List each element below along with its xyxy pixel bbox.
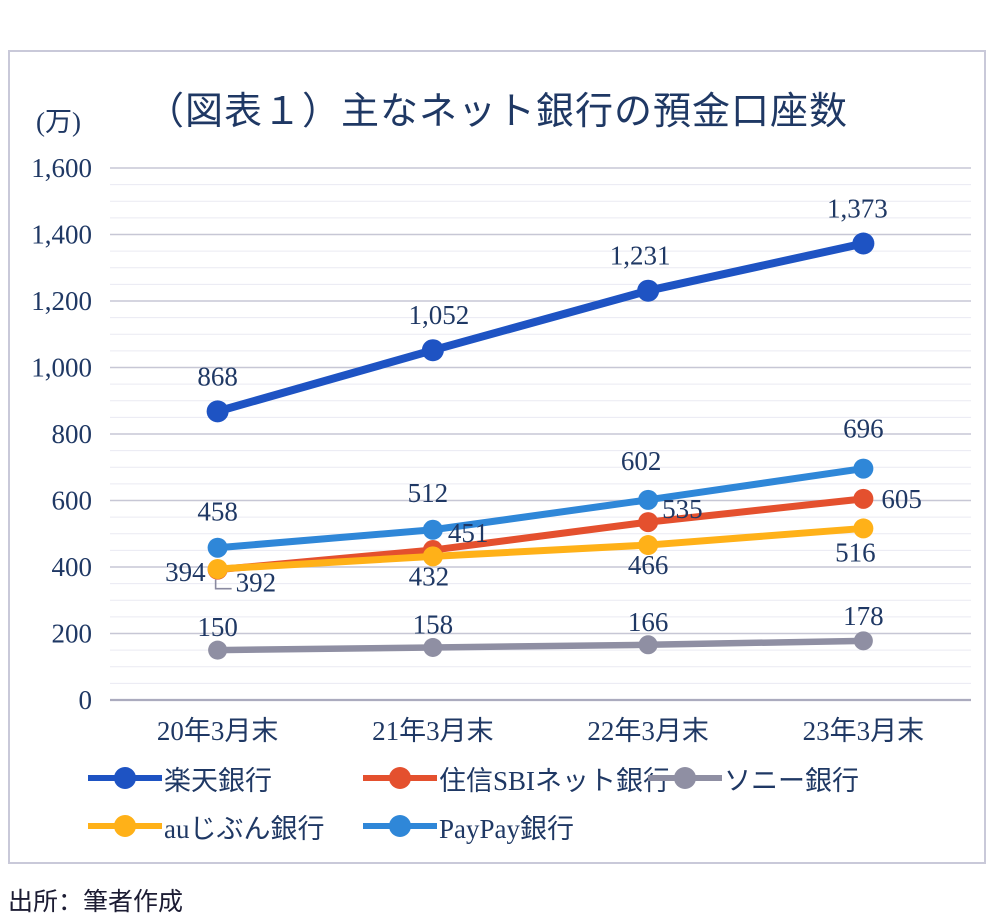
data-label-sbi-2: 535	[662, 494, 703, 524]
series-sony	[208, 631, 873, 660]
y-tick-label: 1,400	[31, 220, 92, 250]
data-label-rakuten-2: 1,231	[610, 241, 671, 271]
series-au	[207, 518, 874, 579]
x-category-label: 23年3月末	[803, 716, 925, 746]
y-tick-label: 800	[52, 419, 93, 449]
series-line-paypay	[214, 465, 867, 552]
legend-marker-icon-sbi	[363, 767, 437, 789]
data-label-sony-1: 158	[413, 609, 454, 639]
legend-item-paypay: PayPay銀行	[363, 812, 574, 844]
data-label-sbi-1: 451	[448, 518, 489, 548]
x-category-label: 21年3月末	[372, 716, 494, 746]
series-marker-paypay-0	[207, 537, 228, 558]
legend-item-sony: ソニー銀行	[648, 764, 859, 796]
series-marker-sony-2	[638, 635, 658, 655]
series-marker-paypay-3	[853, 458, 874, 479]
series-marker-au-2	[638, 535, 659, 556]
legend-label-rakuten: 楽天銀行	[164, 765, 272, 796]
y-tick-label: 600	[52, 486, 93, 516]
legend-item-au: auじぶん銀行	[88, 812, 324, 844]
legend-item-sbi: 住信SBIネット銀行	[363, 764, 670, 796]
series-line-sony	[214, 637, 867, 654]
y-tick-label: 1,000	[31, 353, 92, 383]
data-label-sony-3: 178	[843, 601, 884, 631]
data-label-leader-sbi-0	[214, 579, 232, 590]
y-tick-label: 200	[52, 619, 93, 649]
y-axis-unit-label: (万)	[36, 107, 81, 137]
legend-marker-icon-rakuten	[88, 767, 162, 789]
data-label-sony-2: 166	[628, 607, 669, 637]
y-tick-label: 0	[79, 685, 93, 715]
y-tick-label: 1,600	[31, 153, 92, 183]
legend-label-au: auじぶん銀行	[164, 813, 325, 844]
series-marker-au-0	[207, 558, 228, 579]
legend-label-paypay: PayPay銀行	[439, 813, 574, 844]
data-labels: 868 1,052 1,231 1,373 392 451 535 605 150 158 166 1…	[165, 193, 922, 642]
data-label-sbi-0: 392	[236, 568, 277, 598]
legend-marker-icon-paypay	[363, 815, 437, 837]
series-marker-rakuten-1	[421, 339, 444, 362]
series-paypay	[207, 458, 874, 558]
series-line-au	[214, 524, 867, 573]
series-marker-rakuten-0	[206, 400, 229, 423]
data-label-paypay-1: 512	[408, 478, 449, 508]
data-label-paypay-2: 602	[621, 446, 662, 476]
series-marker-sbi-2	[638, 512, 659, 533]
data-label-au-1: 432	[409, 561, 450, 591]
series-marker-sbi-3	[853, 488, 874, 509]
legend-marker-icon-au	[88, 815, 162, 837]
legend-item-rakuten: 楽天銀行	[88, 764, 272, 796]
series-marker-sony-0	[208, 640, 228, 660]
data-label-au-2: 466	[628, 550, 669, 580]
data-label-au-0: 394	[165, 557, 206, 587]
chart-title: （図表１）主なネット銀行の預金口座数	[145, 91, 848, 133]
series-marker-au-1	[422, 546, 443, 567]
series-line-rakuten	[213, 239, 868, 416]
series-rakuten	[206, 232, 875, 423]
x-category-label: 20年3月末	[157, 716, 279, 746]
data-label-rakuten-3: 1,373	[827, 193, 888, 223]
source-note: 出所：筆者作成	[8, 889, 184, 916]
data-label-paypay-0: 458	[197, 497, 238, 527]
data-label-rakuten-0: 868	[197, 361, 238, 391]
x-axis-category-labels: 20年3月末 21年3月末 22年3月末 23年3月末	[157, 716, 924, 746]
x-category-label: 22年3月末	[587, 716, 709, 746]
series-marker-sony-3	[853, 631, 873, 651]
legend-label-sbi: 住信SBIネット銀行	[439, 765, 671, 796]
y-axis-tick-labels: 0 200 400 600 800 1,000 1,200 1,400 1,600	[31, 153, 92, 715]
series-marker-rakuten-3	[852, 232, 875, 255]
data-label-sbi-3: 605	[881, 484, 922, 514]
series-marker-paypay-1	[422, 519, 443, 540]
legend-label-sony: ソニー銀行	[724, 765, 859, 796]
series-marker-sony-1	[423, 637, 443, 657]
y-tick-label: 1,200	[31, 286, 92, 316]
series-marker-rakuten-2	[637, 279, 660, 302]
y-tick-label: 400	[52, 552, 93, 582]
data-label-rakuten-1: 1,052	[409, 300, 470, 330]
data-label-paypay-3: 696	[843, 414, 884, 444]
chart-container: （図表１）主なネット銀行の預金口座数 (万) 0 200 400 600 800 1,00…	[8, 50, 986, 864]
legend-marker-icon-sony	[648, 767, 722, 789]
data-label-sony-0: 150	[197, 612, 238, 642]
y-gridlines-major	[110, 167, 971, 635]
series-marker-paypay-2	[638, 489, 659, 510]
series-marker-au-3	[853, 518, 874, 539]
data-label-au-3: 516	[835, 537, 876, 567]
